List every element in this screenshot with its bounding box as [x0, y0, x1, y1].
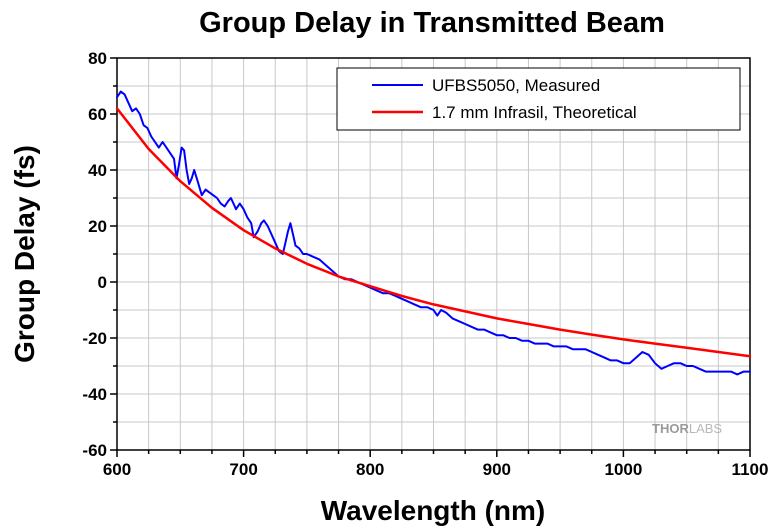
thorlabs-watermark: THORLABS — [652, 421, 722, 436]
y-tick-label: 0 — [98, 273, 107, 292]
chart-title: Group Delay in Transmitted Beam — [199, 7, 665, 39]
legend-box — [336, 67, 741, 131]
y-tick-label: -20 — [82, 329, 107, 348]
series-line-theoretical — [115, 107, 752, 358]
y-tick-label: -40 — [82, 385, 107, 404]
y-axis-title: Group Delay (fs) — [9, 145, 40, 363]
y-tick-label: -60 — [82, 441, 107, 460]
watermark-brand-light: LABS — [689, 421, 723, 436]
x-tick-label: 900 — [483, 460, 511, 479]
x-tick-label: 1100 — [732, 460, 769, 479]
x-tick-labels: 600 700 800 900 1000 1100 — [103, 460, 769, 479]
x-tick-label: 700 — [229, 460, 257, 479]
legend-label-theoretical: 1.7 mm Infrasil, Theoretical — [432, 103, 637, 122]
y-tick-label: 40 — [88, 161, 107, 180]
y-tick-label: 20 — [88, 217, 107, 236]
x-tick-label: 800 — [356, 460, 384, 479]
y-tick-label: 60 — [88, 105, 107, 124]
legend-label-measured: UFBS5050, Measured — [432, 76, 600, 95]
x-axis-title: Wavelength (nm) — [321, 495, 546, 526]
legend: UFBS5050, Measured 1.7 mm Infrasil, Theo… — [336, 67, 741, 131]
y-tick-labels: -60 -40 -20 0 20 40 60 80 — [82, 49, 107, 460]
svg-text:THORLABS: THORLABS — [652, 421, 722, 436]
watermark-brand-bold: THOR — [652, 421, 689, 436]
series-layer — [115, 90, 752, 376]
y-tick-label: 80 — [88, 49, 107, 68]
x-tick-label: 1000 — [604, 460, 642, 479]
axis-ticks — [110, 57, 751, 457]
x-tick-label: 600 — [103, 460, 131, 479]
